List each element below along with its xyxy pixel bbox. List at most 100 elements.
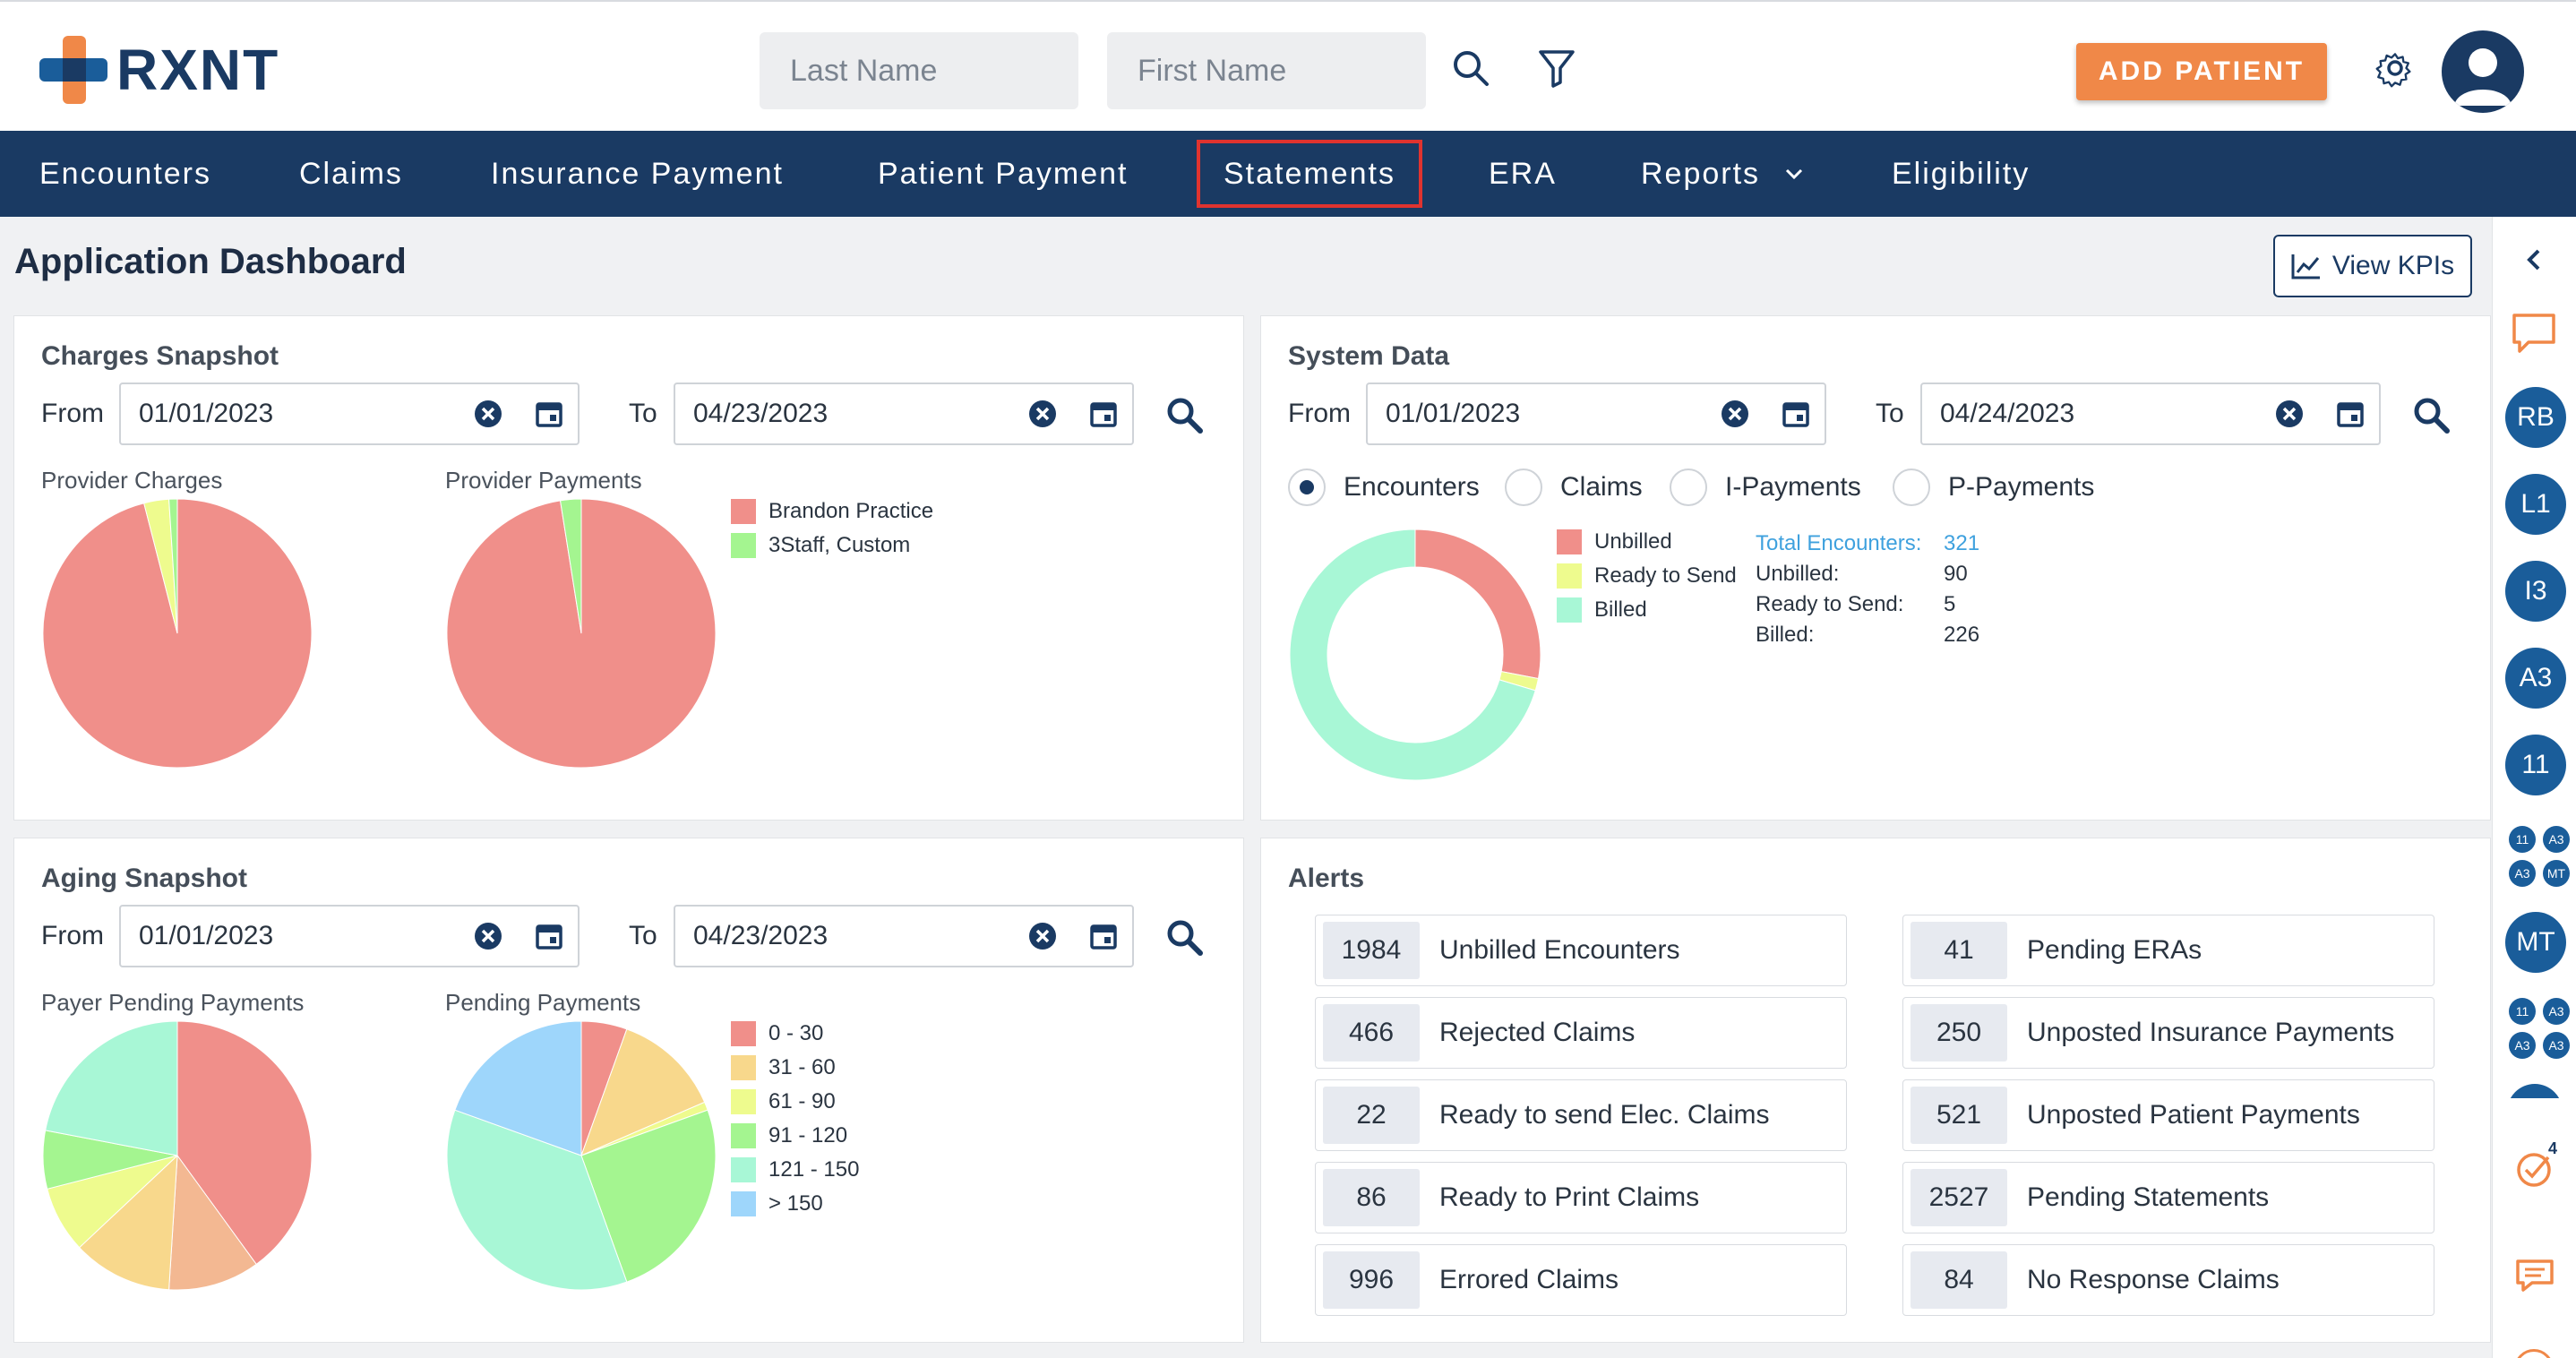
nav-era[interactable]: ERA xyxy=(1489,156,1557,191)
patient-bubble[interactable]: I3 xyxy=(2505,561,2566,622)
alert-unposted-patient[interactable]: 521 Unposted Patient Payments xyxy=(1902,1079,2434,1151)
chevron-left-icon[interactable] xyxy=(2523,247,2545,272)
from-label: From xyxy=(41,921,104,950)
radio-circle xyxy=(1670,468,1707,506)
system-to-date[interactable]: 04/24/2023 xyxy=(1920,382,2381,445)
nav-eligibility[interactable]: Eligibility xyxy=(1892,156,2031,191)
alert-ready-print-claims[interactable]: 86 Ready to Print Claims xyxy=(1315,1162,1847,1233)
date-value: 04/24/2023 xyxy=(1940,399,2075,428)
mini-bubble[interactable]: 11 xyxy=(2509,998,2536,1025)
patient-bubble[interactable]: A3 xyxy=(2505,648,2566,709)
pie-slice[interactable] xyxy=(446,1109,628,1291)
gear-icon[interactable] xyxy=(2374,47,2417,90)
last-name-input[interactable]: Last Name xyxy=(760,32,1078,109)
alert-errored-claims[interactable]: 996 Errored Claims xyxy=(1315,1244,1847,1316)
filter-icon[interactable] xyxy=(1533,45,1580,91)
mini-bubble[interactable]: A3 xyxy=(2509,860,2536,887)
search-icon[interactable] xyxy=(1164,917,1204,957)
pie-slice[interactable] xyxy=(580,1028,706,1156)
patient-bubble[interactable]: MT xyxy=(2505,912,2566,973)
patient-bubble[interactable]: L1 xyxy=(2505,474,2566,535)
main-nav: Encounters Claims Insurance Payment Pati… xyxy=(0,131,2576,217)
calendar-icon[interactable] xyxy=(535,922,563,950)
alert-label: Rejected Claims xyxy=(1439,1018,1636,1047)
calendar-icon[interactable] xyxy=(1089,400,1118,428)
nav-statements[interactable]: Statements xyxy=(1197,140,1422,208)
aging-snapshot-title: Aging Snapshot xyxy=(41,864,247,893)
encounters-donut xyxy=(1289,529,1541,781)
mini-bubble[interactable]: A3 xyxy=(2543,826,2570,853)
pie-slice[interactable] xyxy=(580,1109,717,1283)
calendar-icon[interactable] xyxy=(1089,922,1118,950)
clear-icon[interactable] xyxy=(2275,400,2304,428)
user-avatar[interactable] xyxy=(2442,30,2524,113)
billed-label: Billed: xyxy=(1756,623,1815,647)
view-kpis-button[interactable]: View KPIs xyxy=(2273,235,2472,297)
nav-patient-payment[interactable]: Patient Payment xyxy=(878,156,1129,191)
clear-icon[interactable] xyxy=(474,922,502,950)
alert-count: 2527 xyxy=(1911,1169,2007,1226)
alert-count: 466 xyxy=(1323,1004,1420,1061)
charges-from-date[interactable]: 01/01/2023 xyxy=(119,382,580,445)
search-icon[interactable] xyxy=(1447,45,1494,91)
legend-label: 3Staff, Custom xyxy=(769,533,911,557)
add-patient-button[interactable]: ADD PATIENT xyxy=(2076,43,2327,100)
first-name-input[interactable]: First Name xyxy=(1107,32,1426,109)
pie-slice[interactable] xyxy=(454,1020,582,1156)
top-header: RXNT Last Name First Name ADD PATIENT xyxy=(0,0,2576,131)
nav-encounters[interactable]: Encounters xyxy=(39,156,211,191)
chat-icon[interactable] xyxy=(2509,312,2559,357)
radio-claims[interactable]: Claims xyxy=(1505,468,1643,506)
pie-slice[interactable] xyxy=(1289,529,1536,781)
mini-bubble[interactable]: MT xyxy=(2543,860,2570,887)
radio-p-payments[interactable]: P-Payments xyxy=(1893,468,2094,506)
nav-insurance-payment[interactable]: Insurance Payment xyxy=(491,156,784,191)
charges-to-date[interactable]: 04/23/2023 xyxy=(674,382,1134,445)
system-from-date[interactable]: 01/01/2023 xyxy=(1366,382,1826,445)
mini-bubble[interactable]: A3 xyxy=(2509,1032,2536,1059)
mini-bubble[interactable]: 11 xyxy=(2509,826,2536,853)
pie-slice[interactable] xyxy=(168,498,178,634)
rxnt-logo[interactable]: RXNT xyxy=(39,36,279,104)
ready-label: Ready to Send: xyxy=(1756,592,1904,616)
tasks-icon[interactable] xyxy=(2514,1145,2561,1191)
pie-slice[interactable] xyxy=(559,498,582,634)
aging-to-date[interactable]: 04/23/2023 xyxy=(674,905,1134,967)
pie-slice[interactable] xyxy=(45,1020,178,1156)
total-encounters-value: 321 xyxy=(1944,531,1980,555)
calendar-icon[interactable] xyxy=(2336,400,2365,428)
legend-item: Ready to Send xyxy=(1557,563,1737,589)
mini-bubble[interactable]: A3 xyxy=(2543,998,2570,1025)
alert-no-response-claims[interactable]: 84 No Response Claims xyxy=(1902,1244,2434,1316)
clear-icon[interactable] xyxy=(1028,922,1057,950)
radio-encounters[interactable]: Encounters xyxy=(1288,468,1480,506)
help-icon[interactable] xyxy=(2514,1349,2554,1358)
pie-slice[interactable] xyxy=(78,1154,178,1291)
nav-reports[interactable]: Reports xyxy=(1641,131,1805,217)
alert-rejected-claims[interactable]: 466 Rejected Claims xyxy=(1315,997,1847,1069)
alert-pending-eras[interactable]: 41 Pending ERAs xyxy=(1902,915,2434,986)
aging-from-date[interactable]: 01/01/2023 xyxy=(119,905,580,967)
search-icon[interactable] xyxy=(1164,395,1204,434)
nav-claims[interactable]: Claims xyxy=(299,156,403,191)
radio-i-payments[interactable]: I-Payments xyxy=(1670,468,1861,506)
calendar-icon[interactable] xyxy=(535,400,563,428)
clear-icon[interactable] xyxy=(1028,400,1057,428)
provider-charges-label: Provider Charges xyxy=(41,467,223,494)
clear-icon[interactable] xyxy=(474,400,502,428)
clear-icon[interactable] xyxy=(1721,400,1749,428)
patient-bubble[interactable]: 11 xyxy=(2505,735,2566,795)
pie-slice[interactable] xyxy=(168,1154,257,1291)
mini-bubble[interactable]: A3 xyxy=(2543,1032,2570,1059)
calendar-icon[interactable] xyxy=(1782,400,1810,428)
alert-count: 996 xyxy=(1323,1251,1420,1309)
pie-slice[interactable] xyxy=(1414,529,1541,680)
alert-pending-statements[interactable]: 2527 Pending Statements xyxy=(1902,1162,2434,1233)
alert-ready-elec-claims[interactable]: 22 Ready to send Elec. Claims xyxy=(1315,1079,1847,1151)
alert-unposted-insurance[interactable]: 250 Unposted Insurance Payments xyxy=(1902,997,2434,1069)
search-icon[interactable] xyxy=(2411,395,2451,434)
message-icon[interactable] xyxy=(2514,1258,2555,1294)
alert-unbilled-encounters[interactable]: 1984 Unbilled Encounters xyxy=(1315,915,1847,986)
patient-bubble[interactable]: RB xyxy=(2505,387,2566,448)
pie-slice[interactable] xyxy=(176,1020,313,1266)
